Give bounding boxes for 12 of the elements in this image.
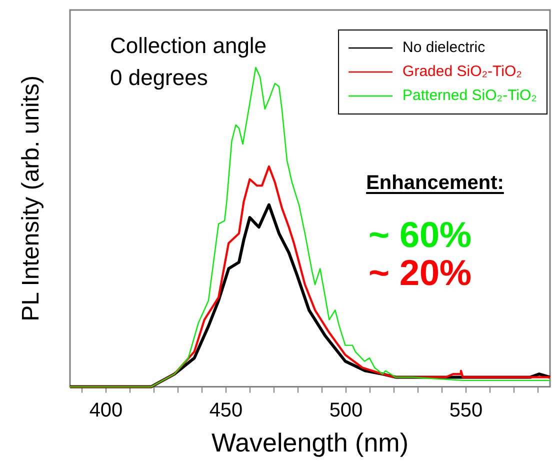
annotation: Enhancement: — [366, 172, 504, 195]
legend-label: Patterned SiO₂-TiO₂ — [402, 87, 538, 104]
legend-label: No dielectric — [402, 39, 486, 56]
legend-label: Graded SiO₂-TiO₂ — [402, 63, 522, 80]
x-tick-label: 550 — [449, 399, 483, 422]
y-axis-title: PL Intensity (arb. units) — [18, 75, 45, 322]
x-tick-label: 500 — [329, 399, 363, 422]
x-axis-title: Wavelength (nm) — [212, 428, 408, 458]
text: Collection angle — [110, 33, 267, 59]
annotation: 0 degrees — [110, 65, 208, 91]
x-tick-label: 400 — [89, 399, 123, 422]
x-tick-label: 450 — [209, 399, 243, 422]
